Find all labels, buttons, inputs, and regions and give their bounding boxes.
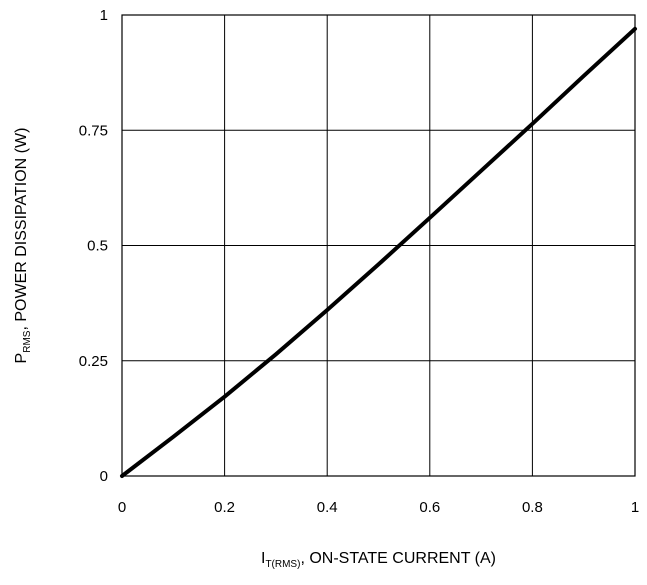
y-tick-label: 0.25 [79,353,108,370]
y-axis-label-main: P [13,353,30,364]
x-axis-label-subscript: T(RMS) [265,559,300,570]
y-axis-label: PRMS, POWER DISSIPATION (W) [13,128,33,364]
y-tick-label: 0 [100,468,108,485]
y-tick-label: 1 [100,7,108,24]
x-tick-label: 0.2 [214,499,235,516]
x-axis-label-rest: , ON-STATE CURRENT (A) [300,550,496,567]
plot-frame [121,14,636,477]
y-axis-label-rest: , POWER DISSIPATION (W) [13,128,30,331]
x-axis-label: IT(RMS), ON-STATE CURRENT (A) [261,550,496,570]
y-tick-label: 0.75 [79,122,108,139]
x-tick-label: 1 [631,499,639,516]
x-tick-label: 0.4 [317,499,338,516]
x-tick-label: 0.6 [419,499,440,516]
x-tick-label: 0 [118,499,126,516]
y-tick-label: 0.5 [87,238,108,255]
x-tick-label: 0.8 [522,499,543,516]
grid-layer [121,14,636,477]
series-layer [120,26,637,478]
x-axis-label-main: I [261,550,265,567]
series-line [120,26,637,478]
tick-label-layer: 0 0.2 0.4 0.6 0.8 1 0 0.25 0.5 0.75 1 [79,7,639,516]
y-axis-label-subscript: RMS [22,330,33,353]
